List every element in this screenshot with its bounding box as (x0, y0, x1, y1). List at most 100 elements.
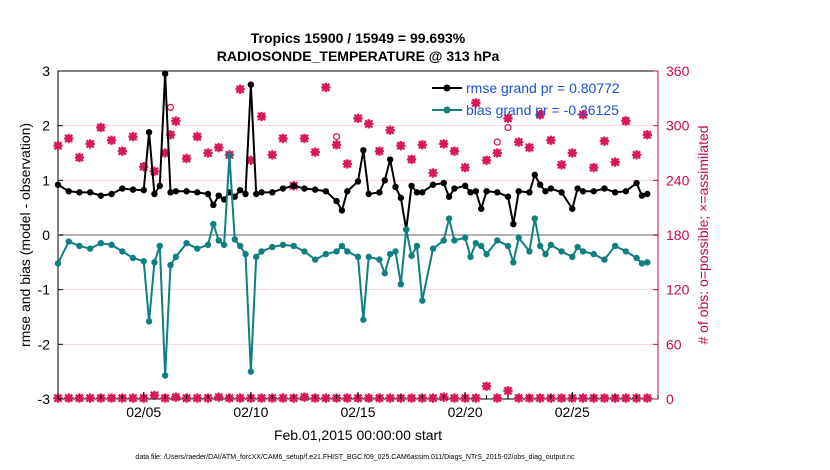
obs-assimilated-marker (267, 150, 277, 160)
bias-point (129, 254, 137, 262)
y-right-tick-label: 300 (666, 118, 690, 134)
bias-point (478, 242, 485, 250)
x-axis-label: Feb.01,2015 00:00:00 start (274, 427, 442, 443)
obs-assimilated-marker (642, 130, 652, 140)
obs-assimilated-marker (192, 131, 202, 142)
obs-assimilated-low-marker (128, 393, 138, 403)
bias-point (183, 240, 190, 247)
bias-point (247, 368, 255, 375)
rmse-point (129, 186, 137, 193)
rmse-point (451, 185, 458, 192)
obs-assimilated-marker (74, 152, 85, 163)
rmse-point (145, 129, 153, 136)
bias-point (258, 248, 265, 255)
bias-point (151, 259, 158, 266)
rmse-point (140, 186, 147, 194)
obs-assimilated-marker (331, 140, 342, 150)
rmse-point (108, 190, 115, 198)
axis-layer: -3 -2 -1 0 1 2 3 0 60 120 180 240 300 360 02/05 02/10 02… (38, 63, 690, 420)
obs-assimilated-low-marker (471, 393, 481, 403)
obs-assimilated-low-marker (503, 386, 513, 396)
obs-assimilated-low-marker (256, 393, 267, 403)
legend-bias-marker (443, 106, 451, 114)
bias-point (472, 240, 480, 247)
rmse-point (429, 181, 437, 188)
rmse-point (333, 197, 340, 205)
rmse-point (119, 185, 126, 192)
obs-assimilated-marker (460, 162, 470, 173)
rmse-point (478, 205, 485, 212)
bias-point (403, 226, 410, 233)
obs-assimilated-marker (439, 139, 449, 149)
obs-assimilated-marker (406, 154, 417, 165)
bias-point (461, 234, 469, 241)
obs-assimilated-marker (385, 125, 395, 135)
rmse-point (151, 190, 158, 198)
rmse-point (419, 189, 426, 196)
rmse-point (54, 181, 62, 188)
rmse-point (547, 185, 555, 192)
rmse-point (231, 193, 238, 200)
rmse-point (622, 188, 630, 195)
rmse-point (204, 190, 212, 198)
bias-point (392, 248, 399, 255)
rmse-point (461, 182, 469, 189)
obs-assimilated-marker (578, 110, 588, 120)
obs-assimilated-low-marker (85, 393, 95, 403)
obs-assimilated-marker (310, 147, 320, 157)
rmse-point (536, 181, 544, 188)
obs-assimilated-marker (364, 119, 374, 129)
x-tick-label: 02/10 (233, 404, 268, 420)
y-axis-right-label: # of obs: o=possible; ×=assimilated (695, 125, 711, 344)
bias-point (547, 241, 555, 249)
rmse-point (76, 189, 83, 196)
obs-assimilated-marker (96, 122, 106, 133)
legend-rmse-marker (443, 84, 451, 92)
obs-assimilated-marker (396, 141, 406, 151)
bias-point (574, 243, 581, 251)
obs-assimilated-low-marker (235, 393, 245, 403)
obs-assimilated-low-marker (299, 392, 310, 402)
rmse-point (638, 192, 646, 199)
obs-assimilated-low-marker (106, 393, 117, 403)
chart-subtitle: RADIOSONDE_TEMPERATURE @ 313 hPa (217, 48, 500, 64)
y-left-tick-label: 3 (42, 63, 50, 79)
obs-assimilated-marker (610, 157, 620, 167)
obs-assimilated-marker (64, 133, 74, 144)
bias-point (526, 248, 533, 255)
rmse-point (86, 189, 94, 196)
bias-point (172, 253, 180, 261)
rmse-point (445, 193, 453, 200)
bias-point (504, 242, 512, 250)
bias-point (253, 253, 260, 261)
obs-assimilated-low-marker (321, 393, 331, 403)
obs-assimilated-marker (106, 135, 117, 145)
bias-point (376, 256, 383, 263)
obs-assimilated-marker (428, 168, 438, 178)
legend-rmse-label: rmse grand pr = 0.80772 (466, 80, 620, 96)
bias-point (622, 248, 630, 255)
obs-assimilated-marker (417, 140, 427, 150)
bias-point (97, 240, 105, 247)
obs-assimilated-marker (128, 131, 138, 142)
obs-assimilated-low-marker (149, 390, 160, 401)
obs-assimilated-low-marker (492, 393, 502, 403)
rmse-point (194, 189, 201, 196)
bias-point (301, 248, 308, 255)
bias-point (226, 152, 233, 159)
obs-assimilated-marker (492, 148, 502, 158)
bias-point (220, 241, 228, 249)
obs-assimilated-low-marker (642, 393, 652, 403)
obs-assimilated-low-marker (64, 393, 74, 403)
obs-assimilated-marker (165, 130, 176, 140)
rmse-point (392, 183, 399, 191)
rmse-point (290, 182, 297, 189)
bias-point (119, 248, 126, 255)
obs-assimilated-low-marker (214, 392, 224, 402)
rmse-point (531, 171, 538, 179)
obs-assimilated-marker (353, 113, 363, 124)
bias-point (167, 261, 174, 269)
rmse-point (472, 188, 480, 195)
rmse-point (483, 188, 490, 195)
bias-point (215, 237, 222, 244)
